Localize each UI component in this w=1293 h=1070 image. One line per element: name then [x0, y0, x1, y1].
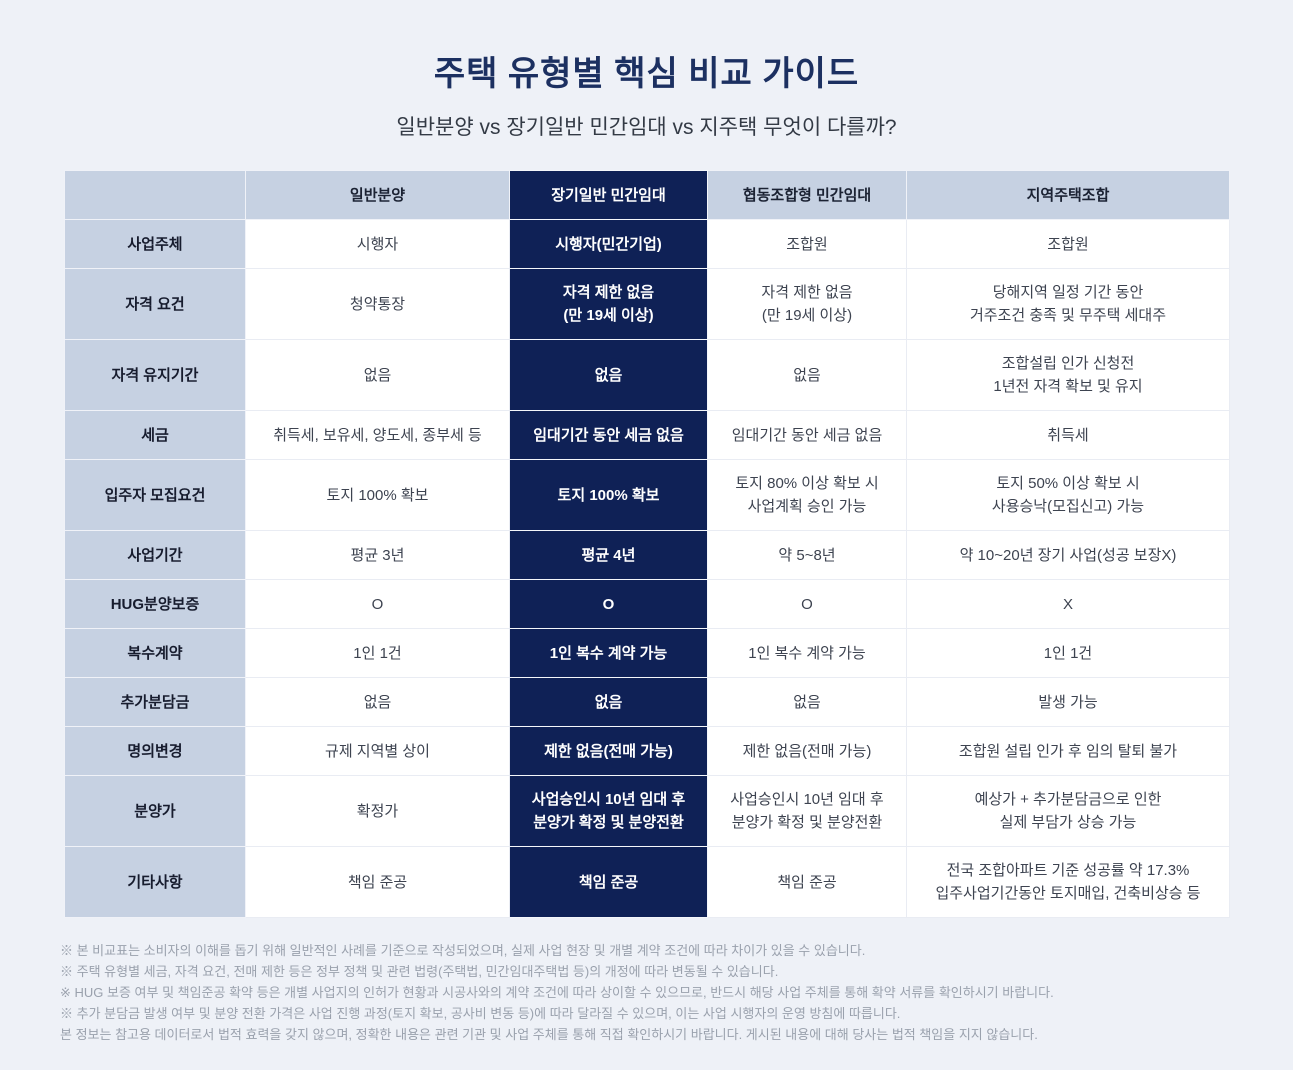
- column-header: 장기일반 민간임대: [509, 170, 708, 220]
- table-cell: O: [245, 579, 510, 629]
- row-label: 복수계약: [64, 628, 246, 678]
- table-cell: 제한 없음(전매 가능): [707, 726, 907, 776]
- table-cell: 평균 4년: [509, 530, 708, 580]
- table-cell: 없음: [509, 677, 708, 727]
- table-cell: 없음: [707, 677, 907, 727]
- header-row: 일반분양 장기일반 민간임대 협동조합형 민간임대 지역주택조합: [64, 170, 1230, 220]
- table-cell: 임대기간 동안 세금 없음: [707, 410, 907, 460]
- table-cell: O: [509, 579, 708, 629]
- table-cell: 약 10~20년 장기 사업(성공 보장X): [906, 530, 1230, 580]
- table-row: 복수계약 1인 1건 1인 복수 계약 가능 1인 복수 계약 가능 1인 1건: [64, 628, 1230, 678]
- table-cell: 자격 제한 없음 (만 19세 이상): [707, 268, 907, 340]
- row-label: 자격 유지기간: [64, 339, 246, 411]
- table-cell: 시행자(민간기업): [509, 219, 708, 269]
- row-label: 사업기간: [64, 530, 246, 580]
- table-cell: 임대기간 동안 세금 없음: [509, 410, 708, 460]
- footnote-line: ※ HUG 보증 여부 및 책임준공 확약 등은 개별 사업지의 인허가 현황과…: [60, 985, 1054, 1000]
- table-row: 사업기간 평균 3년 평균 4년 약 5~8년 약 10~20년 장기 사업(성공 보장…: [64, 530, 1230, 580]
- table-row: 세금 취득세, 보유세, 양도세, 종부세 등 임대기간 동안 세금 없음 임대기간 …: [64, 410, 1230, 460]
- table-row: HUG분양보증 O O O X: [64, 579, 1230, 629]
- row-label: 자격 요건: [64, 268, 246, 340]
- table-cell: 시행자: [245, 219, 510, 269]
- table-cell: 취득세: [906, 410, 1230, 460]
- table-cell: O: [707, 579, 907, 629]
- table-cell: 토지 50% 이상 확보 시 사용승낙(모집신고) 가능: [906, 459, 1230, 531]
- table-cell: 발생 가능: [906, 677, 1230, 727]
- corner-cell: [64, 170, 246, 220]
- table-cell: 1인 1건: [906, 628, 1230, 678]
- table-cell: 토지 100% 확보: [509, 459, 708, 531]
- table-row: 분양가 확정가 사업승인시 10년 임대 후 분양가 확정 및 분양전환 사업승인시 …: [64, 775, 1230, 847]
- table-cell: 토지 80% 이상 확보 시 사업계획 승인 가능: [707, 459, 907, 531]
- table-row: 명의변경 규제 지역별 상이 제한 없음(전매 가능) 제한 없음(전매 가능) 조합원…: [64, 726, 1230, 776]
- row-label: 세금: [64, 410, 246, 460]
- comparison-table: 일반분양 장기일반 민간임대 협동조합형 민간임대 지역주택조합 사업주체 시행자 시행자…: [64, 170, 1230, 918]
- table-cell: 1인 1건: [245, 628, 510, 678]
- column-header: 협동조합형 민간임대: [707, 170, 907, 220]
- page-subtitle: 일반분양 vs 장기일반 민간임대 vs 지주택 무엇이 다를까?: [396, 116, 897, 139]
- table-row: 자격 요건 청약통장 자격 제한 없음 (만 19세 이상) 자격 제한 없음 (만 …: [64, 268, 1230, 340]
- table-cell: 약 5~8년: [707, 530, 907, 580]
- table-cell: 사업승인시 10년 임대 후 분양가 확정 및 분양전환: [509, 775, 708, 847]
- footnote-line: ※ 주택 유형별 세금, 자격 요건, 전매 제한 등은 정부 정책 및 관련 …: [60, 964, 779, 979]
- row-label: 분양가: [64, 775, 246, 847]
- table-header: 일반분양 장기일반 민간임대 협동조합형 민간임대 지역주택조합: [64, 170, 1230, 220]
- table-cell: 조합설립 인가 신청전 1년전 자격 확보 및 유지: [906, 339, 1230, 411]
- table-cell: 1인 복수 계약 가능: [707, 628, 907, 678]
- table-row: 기타사항 책임 준공 책임 준공 책임 준공 전국 조합아파트 기준 성공률 약 17.…: [64, 846, 1230, 918]
- table-cell: 없음: [245, 677, 510, 727]
- table-cell: 없음: [707, 339, 907, 411]
- row-label: 사업주체: [64, 219, 246, 269]
- table-cell: 조합원 설립 인가 후 임의 탈퇴 불가: [906, 726, 1230, 776]
- table-row: 자격 유지기간 없음 없음 없음 조합설립 인가 신청전 1년전 자격 확보 및 유지: [64, 339, 1230, 411]
- table-cell: 전국 조합아파트 기준 성공률 약 17.3% 입주사업기간동안 토지매입, 건…: [906, 846, 1230, 918]
- table-cell: 1인 복수 계약 가능: [509, 628, 708, 678]
- table-cell: 조합원: [906, 219, 1230, 269]
- table-cell: 없음: [245, 339, 510, 411]
- table-cell: X: [906, 579, 1230, 629]
- column-header: 지역주택조합: [906, 170, 1230, 220]
- table-cell: 평균 3년: [245, 530, 510, 580]
- table-cell: 토지 100% 확보: [245, 459, 510, 531]
- row-label: 추가분담금: [64, 677, 246, 727]
- table-cell: 당해지역 일정 기간 동안 거주조건 충족 및 무주택 세대주: [906, 268, 1230, 340]
- table-body: 사업주체 시행자 시행자(민간기업) 조합원 조합원 자격 요건 청약통장 자격 제한 없음 …: [64, 219, 1230, 918]
- footnote-line: ※ 본 비교표는 소비자의 이해를 돕기 위해 일반적인 사례를 기준으로 작성…: [60, 943, 866, 958]
- table-cell: 자격 제한 없음 (만 19세 이상): [509, 268, 708, 340]
- row-label: 명의변경: [64, 726, 246, 776]
- table-cell: 책임 준공: [245, 846, 510, 918]
- table-cell: 책임 준공: [509, 846, 708, 918]
- row-label: HUG분양보증: [64, 579, 246, 629]
- column-header: 일반분양: [245, 170, 510, 220]
- table-row: 추가분담금 없음 없음 없음 발생 가능: [64, 677, 1230, 727]
- footnotes: ※ 본 비교표는 소비자의 이해를 돕기 위해 일반적인 사례를 기준으로 작성…: [60, 940, 1240, 1045]
- comparison-table-wrap: 일반분양 장기일반 민간임대 협동조합형 민간임대 지역주택조합 사업주체 시행자 시행자…: [64, 170, 1230, 918]
- table-row: 사업주체 시행자 시행자(민간기업) 조합원 조합원: [64, 219, 1230, 269]
- page-title: 주택 유형별 핵심 비교 가이드: [433, 56, 860, 93]
- table-cell: 없음: [509, 339, 708, 411]
- table-cell: 예상가 + 추가분담금으로 인한 실제 부담가 상승 가능: [906, 775, 1230, 847]
- table-cell: 사업승인시 10년 임대 후 분양가 확정 및 분양전환: [707, 775, 907, 847]
- table-cell: 제한 없음(전매 가능): [509, 726, 708, 776]
- table-cell: 규제 지역별 상이: [245, 726, 510, 776]
- row-label: 기타사항: [64, 846, 246, 918]
- table-cell: 청약통장: [245, 268, 510, 340]
- row-label: 입주자 모집요건: [64, 459, 246, 531]
- table-cell: 취득세, 보유세, 양도세, 종부세 등: [245, 410, 510, 460]
- table-cell: 조합원: [707, 219, 907, 269]
- table-cell: 확정가: [245, 775, 510, 847]
- footnote-line: ※ 추가 분담금 발생 여부 및 분양 전환 가격은 사업 진행 과정(토지 확…: [60, 1006, 901, 1021]
- table-row: 입주자 모집요건 토지 100% 확보 토지 100% 확보 토지 80% 이상 확보…: [64, 459, 1230, 531]
- table-cell: 책임 준공: [707, 846, 907, 918]
- footnote-line: 본 정보는 참고용 데이터로서 법적 효력을 갖지 않으며, 정확한 내용은 관…: [60, 1027, 1038, 1042]
